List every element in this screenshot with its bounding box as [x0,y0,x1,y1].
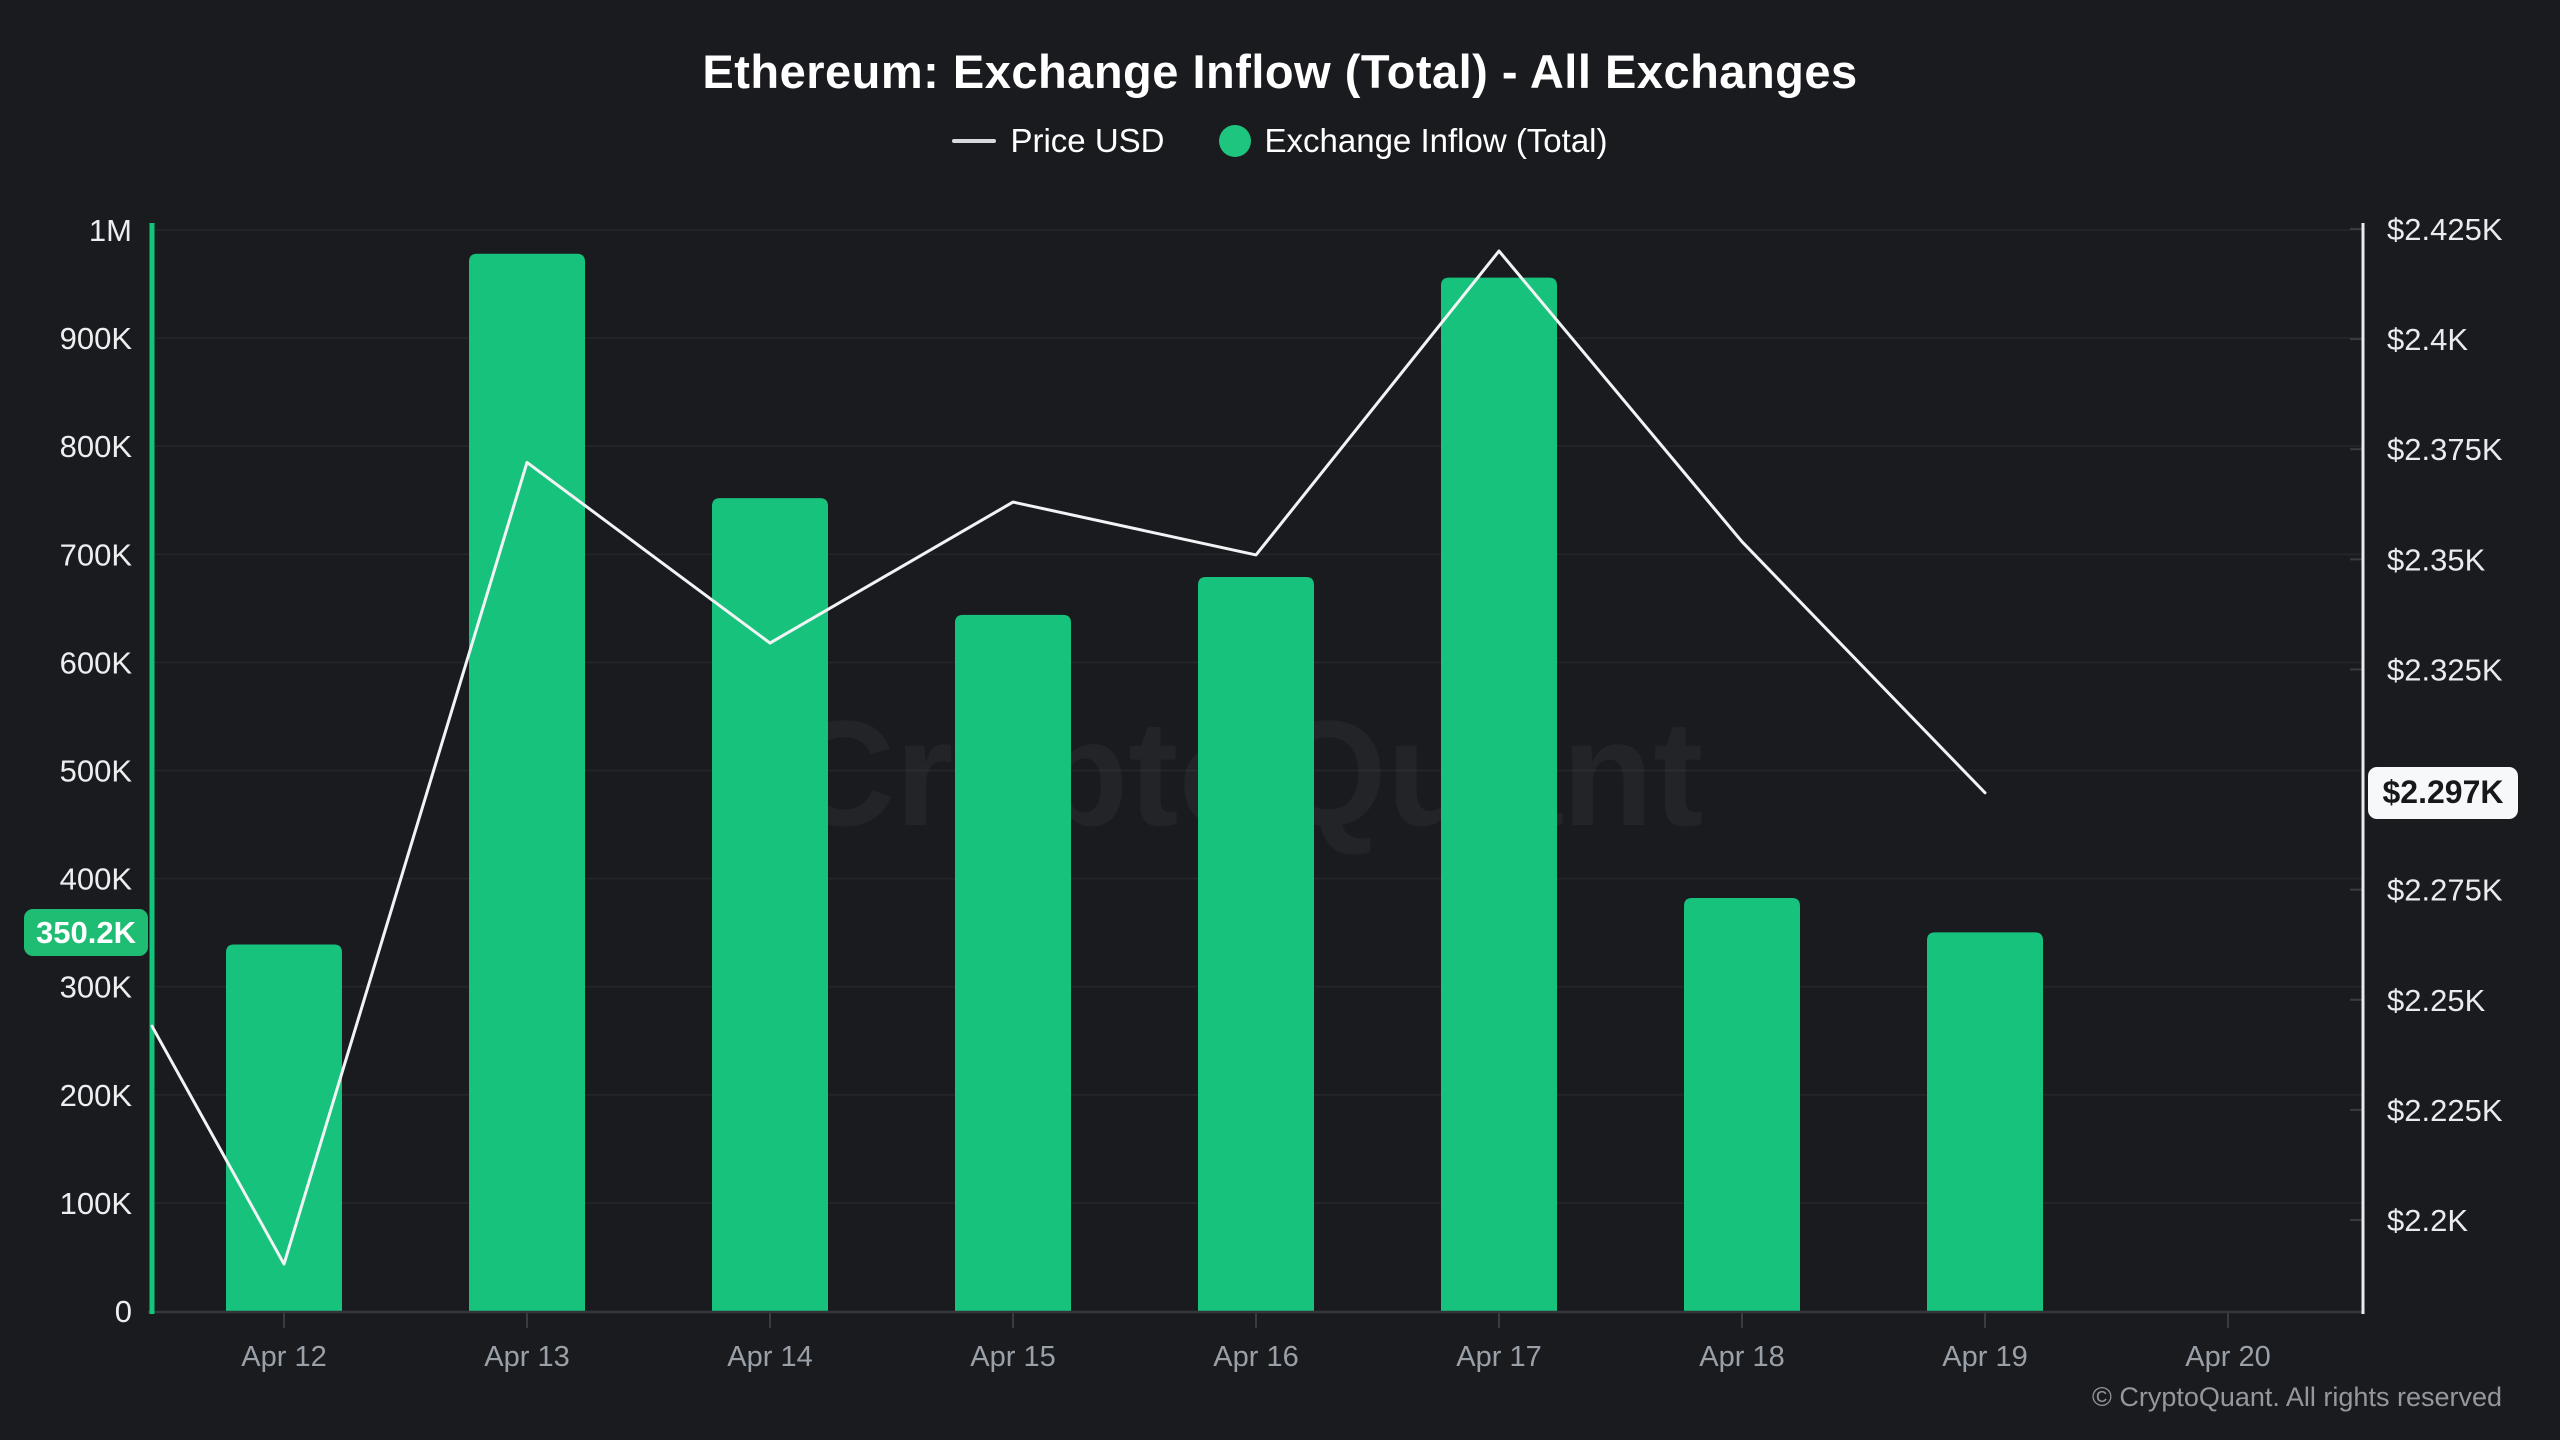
left-axis-label: 900K [60,321,133,356]
right-axis-label: $2.2K [2387,1203,2468,1238]
x-axis-label: Apr 18 [1699,1341,1784,1373]
right-axis-label: $2.425K [2387,212,2503,247]
left-axis-label: 700K [60,537,133,572]
x-axis-label: Apr 13 [484,1341,569,1373]
legend-item-exchange-inflow[interactable]: Exchange Inflow (Total) [1218,122,1608,160]
left-axis-label: 600K [60,645,133,680]
right-axis-label: $2.225K [2387,1093,2503,1128]
dot-series-icon [1218,125,1251,157]
inflow-bar[interactable] [955,614,1071,1311]
x-axis-label: Apr 15 [970,1341,1055,1373]
current-inflow-value: 350.2K [36,914,136,950]
left-axis-label: 400K [60,862,133,897]
legend-label-price-usd: Price USD [1010,122,1165,159]
chart-title: Ethereum: Exchange Inflow (Total) - All … [702,45,1858,98]
x-axis-label: Apr 20 [2185,1341,2270,1373]
legend-item-price-usd[interactable]: Price USD [952,122,1165,160]
inflow-bar[interactable] [1441,277,1557,1312]
x-axis-label: Apr 19 [1942,1341,2027,1373]
price-line[interactable] [150,249,1987,1266]
right-axis-label: $2.375K [2387,432,2503,467]
legend-label-exchange-inflow: Exchange Inflow (Total) [1264,122,1608,159]
left-axis-label: 100K [60,1186,133,1221]
inflow-bar[interactable] [1684,898,1800,1311]
left-axis-label: 300K [60,970,133,1005]
current-price-badge: $2.297K [2368,766,2518,819]
inflow-bar[interactable] [1198,577,1314,1311]
left-axis-label: 200K [60,1078,133,1113]
x-axis-label: Apr 17 [1456,1341,1541,1373]
copyright-notice: © CryptoQuant. All rights reserved [2091,1382,2502,1412]
right-axis-label: $2.325K [2387,652,2503,687]
right-axis-label: $2.4K [2387,322,2468,357]
right-axis-label: $2.275K [2387,873,2503,908]
inflow-bar[interactable] [469,253,585,1312]
current-price-value: $2.297K [2382,774,2504,811]
inflow-bar[interactable] [712,498,828,1311]
left-axis-label: 500K [60,754,133,789]
left-axis-label: 800K [60,429,133,464]
inflow-bar[interactable] [226,944,342,1311]
left-axis-label: 0 [115,1294,132,1329]
right-axis-label: $2.25K [2387,983,2486,1018]
line-series-icon [952,139,997,143]
current-inflow-badge: 350.2K [24,909,148,957]
left-axis-label: 1M [89,213,132,248]
inflow-bar[interactable] [1927,932,2043,1311]
legend: Price USD Exchange Inflow (Total) [0,122,2560,160]
x-axis-label: Apr 12 [241,1341,326,1373]
x-axis-label: Apr 16 [1213,1341,1298,1373]
x-axis-label: Apr 14 [727,1341,812,1373]
right-axis-label: $2.35K [2387,542,2486,577]
